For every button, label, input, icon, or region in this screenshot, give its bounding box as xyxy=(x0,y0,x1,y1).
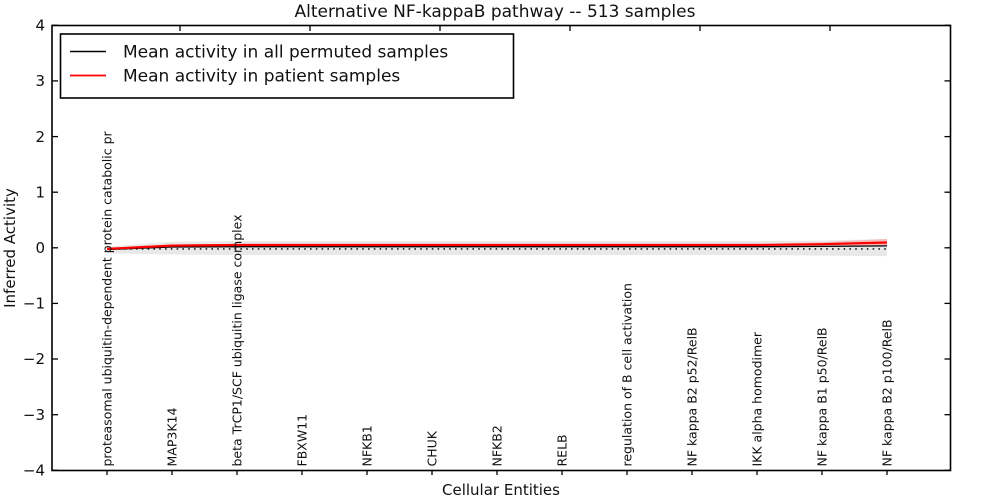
y-tick-label: 2 xyxy=(35,128,45,146)
x-category-label: regulation of B cell activation xyxy=(620,283,635,466)
legend: Mean activity in all permuted samples Me… xyxy=(59,33,515,99)
y-tick-label: 3 xyxy=(35,72,45,90)
x-category-label: RELB xyxy=(555,434,570,466)
y-tick-label: −3 xyxy=(23,406,45,424)
legend-label-permuted-samples: Mean activity in all permuted samples xyxy=(123,43,448,63)
x-category-label: beta TrCP1/SCF ubiquitin ligase complex xyxy=(230,215,245,467)
x-category-label: NF kappa B2 p100/RelB xyxy=(880,319,895,466)
y-tick-label: −1 xyxy=(23,295,45,313)
x-category-label: IKK alpha homodimer xyxy=(750,331,765,466)
x-axis-label: Cellular Entities xyxy=(442,481,560,499)
y-tick-label: −2 xyxy=(23,350,45,368)
y-tick-label: −4 xyxy=(23,462,45,480)
y-axis-label: Inferred Activity xyxy=(1,188,19,308)
x-category-label: NFKB2 xyxy=(490,425,505,466)
x-category-label: NF kappa B2 p52/RelB xyxy=(685,327,700,466)
plot-area: 4 3 2 1 0 −1 −2 −3 −4 proteasomal ubiquitin-depen… xyxy=(23,17,952,480)
y-tick-label: 4 xyxy=(35,17,45,35)
band-permuted-samples-range xyxy=(107,238,887,257)
series-line-permuted-mean xyxy=(106,245,888,251)
x-category-label: proteasomal ubiquitin-dependent protein … xyxy=(100,130,115,466)
legend-label-patient-samples: Mean activity in patient samples xyxy=(123,67,400,87)
y-tick-label: 1 xyxy=(35,183,45,201)
x-category-label: NF kappa B1 p50/RelB xyxy=(815,327,830,466)
x-category-label: FBXW11 xyxy=(295,414,310,467)
x-category-label: MAP3K14 xyxy=(165,408,180,467)
series-line-patient-mean xyxy=(106,241,888,250)
chart-title: Alternative NF-kappaB pathway -- 513 sam… xyxy=(295,2,696,22)
x-category-label: NFKB1 xyxy=(360,425,375,466)
x-category-label: CHUK xyxy=(425,430,440,466)
y-tick-label: 0 xyxy=(35,239,45,257)
legend-box xyxy=(59,33,515,99)
